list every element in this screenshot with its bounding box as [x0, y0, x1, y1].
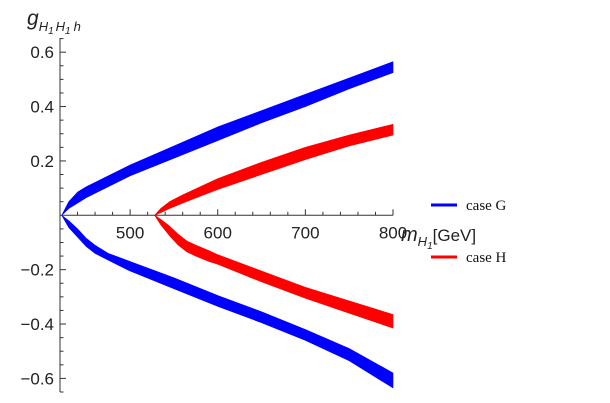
- x-tick-label: 800: [379, 223, 407, 242]
- band-case-g-lower: [61, 215, 394, 389]
- band-case-g-upper: [61, 61, 394, 216]
- y-tick-label: 0.4: [30, 98, 54, 117]
- x-axis-title: mH1[GeV]: [401, 224, 476, 252]
- legend-label-case-g: case G: [466, 198, 507, 214]
- y-tick-label: −0.2: [20, 261, 54, 280]
- y-axis-title-subsub-2: 1: [65, 26, 71, 37]
- y-axis-title-subsub-1: 1: [48, 26, 54, 37]
- y-axis-title-sub-2: H: [56, 19, 66, 34]
- y-tick-label: 0.6: [30, 43, 54, 62]
- legend: case G case H: [431, 198, 507, 266]
- y-tick-label: −0.4: [20, 315, 54, 334]
- y-tick-label: 0.2: [30, 152, 54, 171]
- x-axis-title-sub: H: [418, 234, 428, 249]
- y-axis-title-base: g: [27, 7, 39, 30]
- y-axis-title-sub-1: H: [39, 19, 49, 34]
- y-tick-label: −0.6: [20, 369, 54, 388]
- axis-tick-labels: 500 600 700 800 0.6 0.4 0.2 −0.2 −0.4 −0.6: [20, 43, 407, 388]
- x-axis-title-unit: [GeV]: [433, 226, 476, 245]
- legend-label-case-h: case H: [466, 250, 507, 266]
- chart-bands: [61, 61, 394, 389]
- y-axis-title: gH1 H1 h: [27, 7, 81, 37]
- chart-axes: 500 600 700 800 0.6 0.4 0.2 −0.2 −0.4 −0.6: [20, 38, 407, 393]
- band-case-h-upper: [154, 123, 394, 216]
- band-case-h-lower: [154, 215, 394, 329]
- x-axis-title-base: m: [401, 224, 418, 246]
- x-tick-label: 700: [291, 223, 319, 242]
- x-tick-label: 600: [204, 223, 232, 242]
- axis-ticks: [60, 38, 394, 393]
- x-tick-label: 500: [116, 223, 144, 242]
- y-axis-title-sub-3: h: [74, 19, 81, 34]
- x-axis-title-subsub: 1: [427, 241, 433, 252]
